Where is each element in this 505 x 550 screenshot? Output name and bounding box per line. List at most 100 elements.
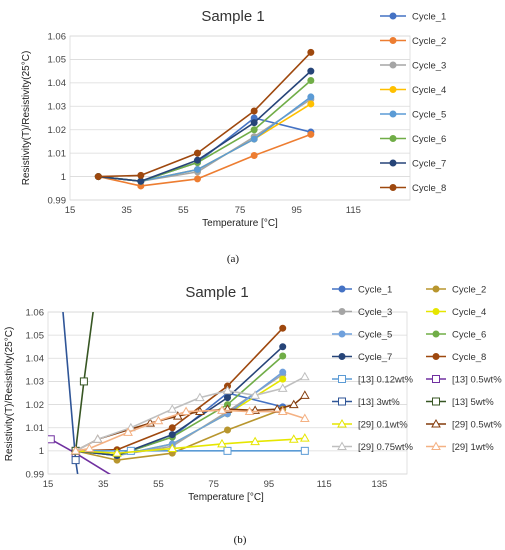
data-point-13-0-5wt: [114, 475, 121, 482]
data-point-cycle-2: [224, 426, 231, 434]
legend-item-cycle-5: Cycle_5: [332, 329, 392, 340]
series-cycle-5: [94, 93, 315, 185]
y-tick-label: 1.04: [48, 78, 67, 89]
x-tick-label: 15: [65, 205, 76, 216]
y-axis-label-b: Resistivity(T)/Resistivity(25°C): [4, 327, 15, 462]
legend-label: Cycle_4: [412, 85, 446, 96]
x-tick-label: 135: [371, 479, 387, 490]
y-tick-labels-a: 0.99 1 1.01 1.02 1.03 1.04 1.05 1.06: [48, 31, 67, 206]
legend-swatch-marker: [431, 441, 441, 450]
legend-swatch-marker: [389, 135, 397, 142]
legend-swatch-marker: [432, 285, 440, 293]
legend-item-cycle-8: Cycle_8: [426, 352, 486, 363]
legend-swatch-marker: [337, 418, 347, 428]
data-point-13-0-5wt: [48, 435, 55, 444]
data-point-13-5wt: [79, 377, 88, 386]
legend-label: Cycle_6: [412, 134, 446, 145]
x-tick-label: 115: [317, 479, 332, 490]
legend-swatch-marker: [432, 330, 440, 338]
legend-label: [13] 3wt%: [358, 397, 400, 408]
data-point-cycle-8: [168, 424, 176, 432]
legend-item-13-0-5wt: [13] 0.5wt%: [426, 374, 502, 385]
series-line-13-0-5wt: [50, 438, 112, 474]
legend-a: Cycle_1 Cycle_2 Cycle_3 Cycle_4 Cycle_5 Cycle…: [380, 11, 446, 194]
data-point-cycle-5: [250, 135, 258, 143]
data-point-29-0-75wt: [299, 371, 310, 381]
legend-item-13-3wt: [13] 3wt%: [332, 397, 400, 408]
legend-item-cycle-2: Cycle_2: [426, 284, 486, 295]
legend-item-cycle-6: Cycle_6: [426, 329, 486, 340]
series-29-1wt: [70, 405, 310, 455]
series-13-3wt: [62, 312, 80, 474]
legend-swatch-marker: [338, 397, 346, 406]
legend-label: [13] 0.12wt%: [358, 374, 413, 385]
data-point-29-1wt: [123, 427, 133, 436]
data-point-cycle-2: [307, 130, 315, 138]
y-tick-label: 0.99: [48, 195, 67, 206]
legend-swatch-marker: [432, 308, 440, 315]
data-point-29-0-1wt: [288, 434, 299, 443]
data-point-29-0-1wt: [299, 433, 310, 442]
legend-item-29-0-5wt: [29] 0.5wt%: [426, 418, 502, 430]
data-point-cycle-8: [94, 173, 102, 181]
legend-label: Cycle_5: [412, 109, 446, 120]
series-line-13-3wt: [62, 312, 79, 474]
data-point-13-0-12wt: [300, 446, 309, 455]
y-tick-label: 1.02: [26, 400, 45, 411]
data-point-cycle-8: [307, 48, 315, 56]
legend-swatch-marker: [389, 184, 397, 191]
series-line-13-5wt: [74, 312, 94, 451]
legend-item-cycle-1: Cycle_1: [380, 11, 446, 22]
series-line-29-1wt: [75, 409, 306, 452]
data-point-29-1wt: [84, 443, 95, 453]
x-tick-label: 35: [121, 205, 132, 216]
y-tick-label: 1: [61, 172, 66, 183]
caption-a: (a): [227, 253, 240, 265]
x-tick-label: 55: [153, 479, 164, 490]
legend-swatch-marker: [389, 37, 397, 44]
legend-swatch-marker: [389, 110, 397, 118]
legend-label: [29] 1wt%: [452, 442, 494, 453]
y-tick-label: 1.05: [48, 55, 67, 66]
series-13-5wt: [71, 312, 94, 455]
series-cycle-3: [94, 95, 315, 185]
data-point-cycle-4: [307, 100, 315, 108]
legend-item-cycle-1: Cycle_1: [332, 284, 392, 295]
data-point-13-0-12wt: [223, 446, 232, 455]
data-point-cycle-5: [194, 166, 201, 174]
legend-swatch-marker: [337, 441, 347, 450]
y-tick-labels-b: 0.99 1 1.01 1.02 1.03 1.04 1.05 1.06: [26, 307, 45, 480]
y-tick-label: 1.01: [48, 148, 67, 159]
y-axis-label-a: Resistivity(T)/Resistivity(25°C): [21, 51, 32, 186]
data-point-29-0-1wt: [167, 443, 178, 453]
data-point-29-1wt: [244, 406, 255, 416]
legend-label: [29] 0.5wt%: [452, 419, 502, 430]
legend-label: [29] 0.1wt%: [358, 419, 408, 430]
panel-a: Sample 1 0.99 1 1.01 1.02 1.03 1.04 1.05 1.06 1…: [21, 8, 446, 265]
legend-label: [29] 0.75wt%: [358, 442, 413, 453]
legend-label: Cycle_2: [452, 284, 486, 295]
data-point-cycle-6: [250, 126, 258, 134]
data-point-29-1wt: [217, 405, 227, 414]
legend-label: Cycle_3: [358, 307, 392, 318]
data-point-cycle-5: [307, 93, 315, 101]
legend-item-29-0-1wt: [29] 0.1wt%: [332, 418, 408, 430]
data-point-29-0-75wt: [167, 404, 178, 413]
legend-label: Cycle_3: [412, 60, 446, 71]
data-point-cycle-6: [279, 352, 287, 360]
y-tick-label: 1.05: [26, 330, 45, 341]
x-tick-label: 95: [264, 479, 275, 490]
legend-item-cycle-7: Cycle_7: [380, 158, 446, 169]
data-point-29-0-75wt: [222, 385, 233, 395]
data-point-13-3wt: [71, 456, 80, 465]
data-point-cycle-7: [224, 394, 231, 402]
legend-b: Cycle_1 Cycle_2 Cycle_3 Cycle_4 Cycle_5 Cycle…: [332, 284, 502, 453]
data-point-cycle-8: [250, 107, 258, 115]
data-point-cycle-7: [168, 431, 176, 439]
series-clip-group: [94, 48, 315, 190]
data-point-29-0-75wt: [277, 383, 288, 392]
y-tick-label: 1.02: [48, 125, 67, 136]
series-layer-a: [94, 48, 315, 190]
data-point-29-0-1wt: [112, 448, 122, 457]
data-point-29-0-5wt: [299, 390, 310, 399]
